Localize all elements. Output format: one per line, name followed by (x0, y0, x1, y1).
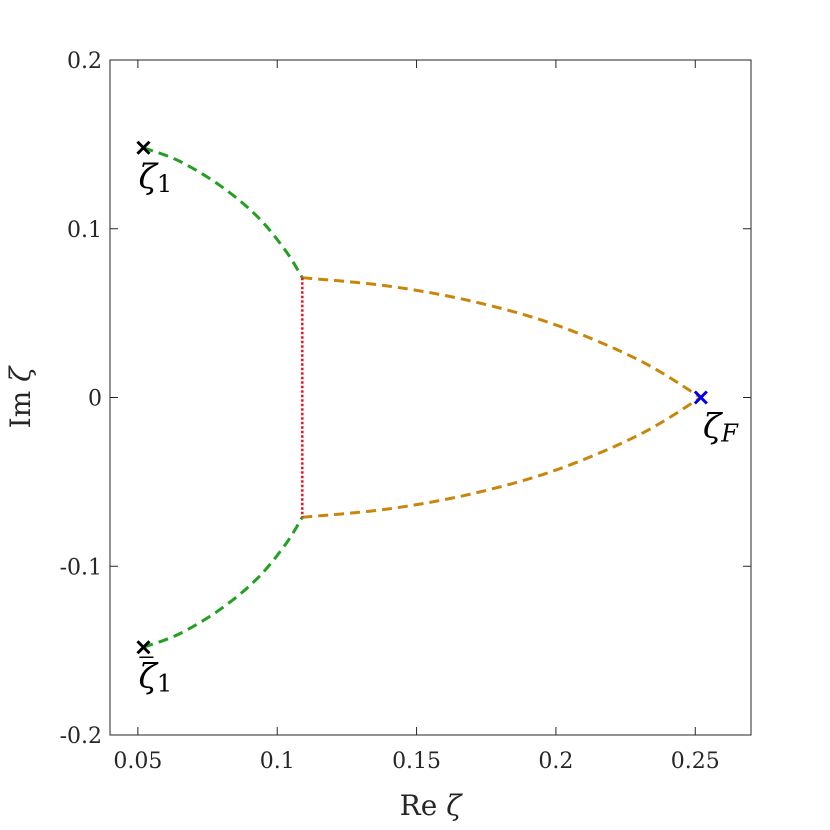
marker-stroke (693, 390, 708, 405)
label-subscript: F (720, 420, 739, 448)
y-axis-label-var: ζ (4, 365, 37, 382)
markers (136, 140, 708, 655)
label-subscript: 1 (157, 170, 172, 198)
series-line (142, 146, 304, 279)
x-tick-label: 0.15 (392, 749, 441, 774)
y-tick-label: 0.2 (67, 49, 102, 74)
point-label: ζ1 (138, 656, 172, 697)
label-symbol: ζ (138, 656, 159, 696)
x-tick-label: 0.25 (671, 749, 720, 774)
x-tick-label: 0.2 (538, 749, 573, 774)
series-line (142, 516, 304, 649)
x-axis-label-var: ζ (446, 789, 463, 822)
x-axis-label: Re ζ (400, 789, 464, 822)
series-line (302, 276, 702, 399)
x-axis-label-re: Re (400, 789, 447, 822)
label-subscript: 1 (157, 669, 172, 697)
point-marker (693, 390, 708, 405)
series (142, 146, 702, 649)
x-tick-label: 0.05 (113, 749, 162, 774)
axes-box (109, 59, 752, 736)
point-label: ζ1 (138, 157, 172, 198)
label-symbol: ζ (703, 407, 724, 447)
y-axis-label: Im ζ (4, 365, 37, 429)
ticks: 0.05 0.1 0.15 0.2 0.25 -0.2 -0.1 0 0.1 0.2 (60, 49, 751, 774)
y-tick-label: -0.2 (60, 724, 102, 749)
series-line (302, 396, 702, 519)
label-symbol: ζ (138, 157, 159, 197)
x-tick-label: 0.1 (260, 749, 295, 774)
y-tick-label: -0.1 (60, 555, 102, 580)
point-label: ζF (703, 407, 739, 448)
y-tick-label: 0 (88, 387, 102, 412)
point-marker (136, 140, 151, 155)
marker-stroke (136, 140, 151, 155)
y-tick-label: 0.1 (67, 218, 102, 243)
y-axis-label-im: Im (4, 382, 37, 429)
marker-stroke (136, 640, 151, 655)
point-marker (136, 640, 151, 655)
plot-area (109, 59, 752, 736)
